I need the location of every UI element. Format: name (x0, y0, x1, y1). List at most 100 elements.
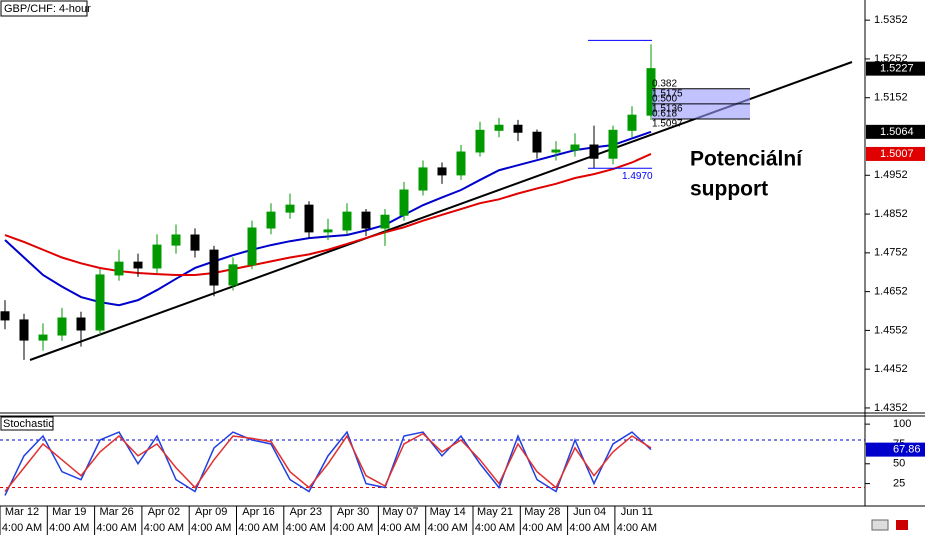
stoch-line (4, 432, 652, 492)
candle-body (76, 317, 86, 331)
price-label-box (866, 61, 925, 76)
candle-body (456, 151, 466, 176)
x-time-label: 4:00 AM (191, 522, 231, 534)
close-icon[interactable] (896, 520, 908, 530)
stoch-last-box (866, 442, 925, 457)
x-date-label: Mar 19 (52, 506, 86, 518)
candle-body (19, 319, 29, 341)
x-time-label: 4:00 AM (96, 522, 136, 534)
candle-body (190, 234, 200, 251)
candle-body (513, 124, 523, 133)
candle-body (494, 124, 504, 131)
candle-body (266, 211, 276, 229)
indicator-title: Stochastic (3, 418, 54, 430)
scroll-icon[interactable] (871, 519, 889, 531)
stoch-last-label: 67.86 (893, 444, 921, 456)
candle-body (437, 167, 447, 176)
candle-body (285, 204, 295, 213)
x-time-label: 4:00 AM (380, 522, 420, 534)
y-tick-label: 1.4752 (874, 247, 908, 259)
y-tick-label: 1.4852 (874, 208, 908, 220)
y-tick-label: 1.5352 (874, 14, 908, 26)
x-time-label: 4:00 AM (49, 522, 89, 534)
fib-low-label: 1.4970 (622, 171, 653, 182)
y-tick-label: 1.4652 (874, 286, 908, 298)
x-time-label: 4:00 AM (144, 522, 184, 534)
fib-ratio: 0.382 (652, 78, 677, 89)
x-date-label: Apr 23 (290, 506, 322, 518)
fib-price: 1.5175 (652, 88, 683, 99)
y-tick-label: 1.4452 (874, 363, 908, 375)
candle-body (209, 249, 219, 286)
x-date-label: Apr 02 (148, 506, 180, 518)
x-date-label: Apr 09 (195, 506, 227, 518)
x-date-label: Jun 11 (621, 506, 653, 518)
candle-body (589, 144, 599, 159)
candle-body (380, 214, 390, 229)
stoch-tick-label: 50 (893, 458, 905, 470)
indicator-title-box (0, 416, 54, 431)
x-time-label: 4:00 AM (333, 522, 373, 534)
y-tick-label: 1.5252 (874, 53, 908, 65)
candle-body (475, 129, 485, 153)
stoch-tick-label: 100 (893, 418, 911, 430)
x-date-label: May 21 (477, 506, 513, 518)
annotation: support (690, 178, 768, 201)
candle-body (133, 261, 143, 269)
candle-body (95, 274, 105, 331)
x-time-label: 4:00 AM (617, 522, 657, 534)
x-date-label: Jun 04 (573, 506, 606, 518)
fib-price: 1.5136 (652, 104, 683, 115)
y-tick-label: 1.4952 (874, 169, 908, 181)
y-tick-label: 1.5152 (874, 92, 908, 104)
candle-body (399, 189, 409, 216)
candle-body (361, 211, 371, 229)
candle-body (152, 244, 162, 269)
x-date-label: May 28 (524, 506, 560, 518)
annotation: Potenciální (690, 148, 803, 171)
x-time-label: 4:00 AM (475, 522, 515, 534)
fib-price: 1.5097 (652, 119, 683, 130)
candle-body (171, 234, 181, 246)
x-time-label: 4:00 AM (522, 522, 562, 534)
price-label-box (866, 124, 925, 139)
x-date-label: May 07 (382, 506, 418, 518)
candle-body (57, 317, 67, 336)
candle-body (323, 229, 333, 233)
stoch-tick-label: 25 (893, 478, 905, 490)
candle-body (532, 131, 542, 153)
y-tick-label: 1.4352 (874, 402, 908, 414)
candle-body (570, 144, 580, 151)
title-box (0, 0, 88, 17)
price-label-box (866, 146, 925, 161)
x-time-label: 4:00 AM (569, 522, 609, 534)
x-time-label: 4:00 AM (2, 522, 42, 534)
x-date-label: Apr 16 (242, 506, 274, 518)
candle-body (114, 261, 124, 276)
moving-average (4, 153, 652, 276)
x-date-label: Mar 12 (5, 506, 39, 518)
candle-body (247, 227, 257, 266)
price-label: 1.5007 (880, 148, 914, 160)
x-date-label: May 14 (430, 506, 466, 518)
candle-body (551, 149, 561, 153)
fib-ratio: 0.500 (652, 94, 677, 105)
x-time-label: 4:00 AM (286, 522, 326, 534)
y-tick-label: 1.4552 (874, 324, 908, 336)
x-time-label: 4:00 AM (428, 522, 468, 534)
candle-body (608, 129, 618, 159)
price-label: 1.5227 (880, 63, 914, 75)
candle-body (38, 334, 48, 341)
fib-ratio: 0.618 (652, 109, 677, 120)
stoch-line (4, 430, 652, 496)
x-date-label: Apr 30 (337, 506, 369, 518)
candle-body (304, 204, 314, 233)
candle-body (228, 264, 238, 286)
x-date-label: Mar 26 (99, 506, 133, 518)
candle-body (0, 311, 10, 321)
candle-body (342, 211, 352, 231)
price-label: 1.5064 (880, 126, 914, 138)
x-time-label: 4:00 AM (238, 522, 278, 534)
